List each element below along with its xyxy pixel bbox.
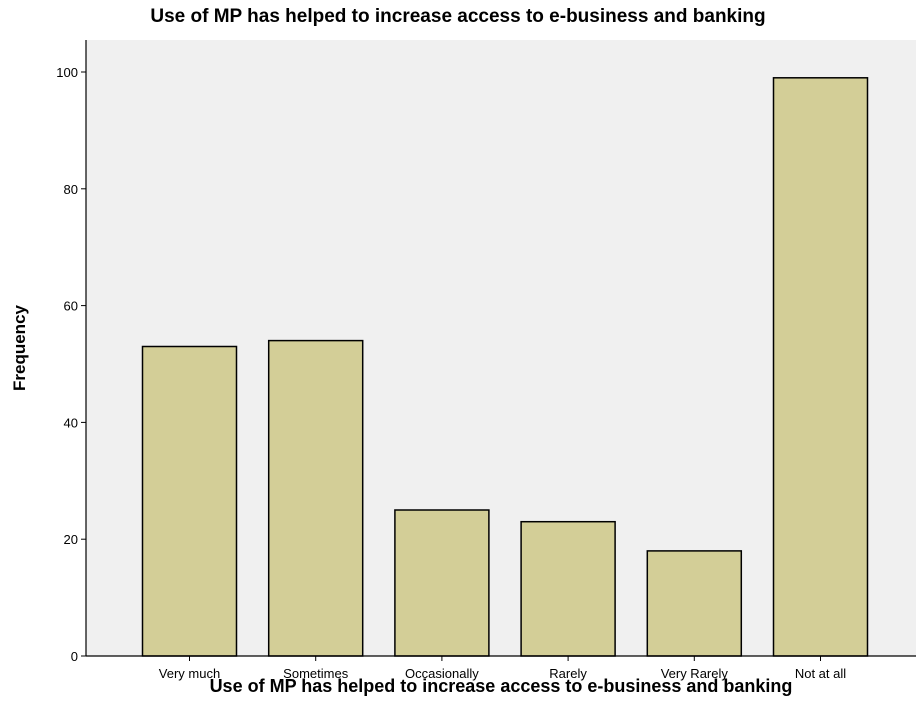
ticks-layer: Very much Sometimes Occasionally Rarely Very… (56, 65, 846, 681)
bar-rarely (520, 520, 616, 657)
bar-very-much (141, 345, 238, 657)
bars-layer (141, 77, 869, 657)
y-tick-label: 60 (64, 299, 78, 314)
bar-sometimes (267, 339, 364, 657)
axes-layer (85, 40, 916, 657)
x-tick-label: Occasionally (405, 666, 479, 681)
bar-occasionally (394, 509, 490, 657)
y-tick-label: 80 (64, 182, 78, 197)
x-tick-label: Very much (159, 666, 220, 681)
y-tick-label: 40 (64, 415, 78, 430)
x-tick-label: Sometimes (283, 666, 349, 681)
bar-not-at-all (772, 77, 869, 657)
bar-very-rarely (646, 550, 743, 657)
x-tick-label: Not at all (795, 666, 846, 681)
y-tick-label: 20 (64, 532, 78, 547)
x-tick-label: Rarely (549, 666, 587, 681)
x-tick-label: Very Rarely (661, 666, 729, 681)
y-tick-label: 100 (56, 65, 78, 80)
y-tick-label: 0 (71, 649, 78, 664)
x-axis-label: Use of MP has helped to increase access … (209, 676, 793, 696)
chart-title: Use of MP has helped to increase access … (150, 6, 766, 27)
